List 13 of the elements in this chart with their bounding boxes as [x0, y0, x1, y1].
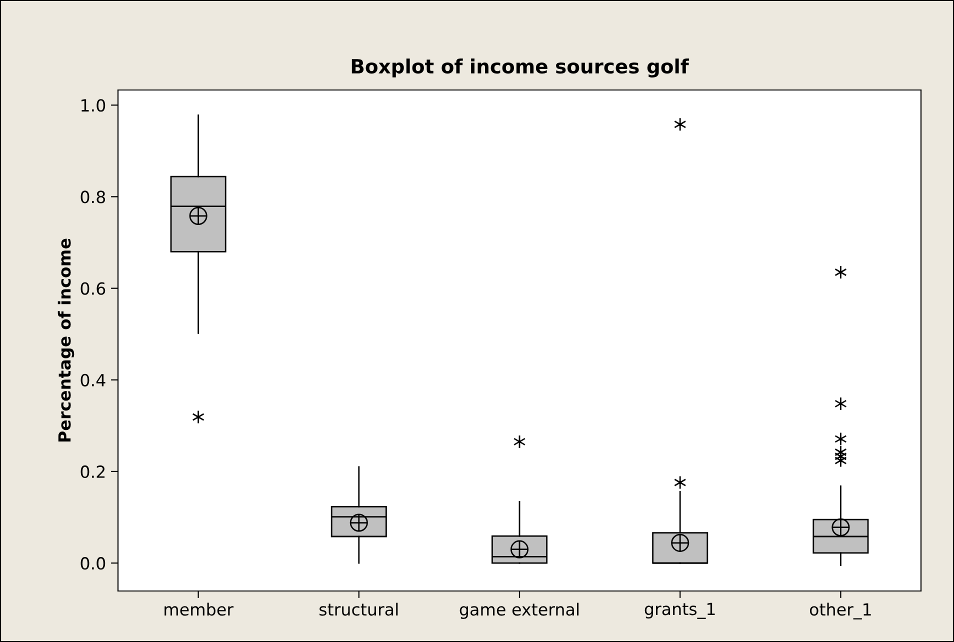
y-axis-title: Percentage of income [58, 238, 74, 442]
x-tick-label: game external [460, 602, 579, 619]
y-tick-label: 0.6 [80, 282, 106, 295]
x-tick-label: other_1 [810, 602, 871, 620]
x-tick-label: member [164, 602, 234, 616]
x-tick-label: structural [320, 602, 398, 616]
chart-title: Boxplot of income sources golf [352, 58, 690, 78]
y-tick-label: 1.0 [82, 99, 106, 112]
y-tick-label: 0.0 [80, 557, 106, 570]
y-tick-label: 0.2 [80, 465, 105, 478]
x-tick-label: grants_1 [644, 602, 715, 619]
y-tick-label: 0.8 [80, 190, 106, 204]
y-tick-label: 0.4 [80, 374, 106, 386]
